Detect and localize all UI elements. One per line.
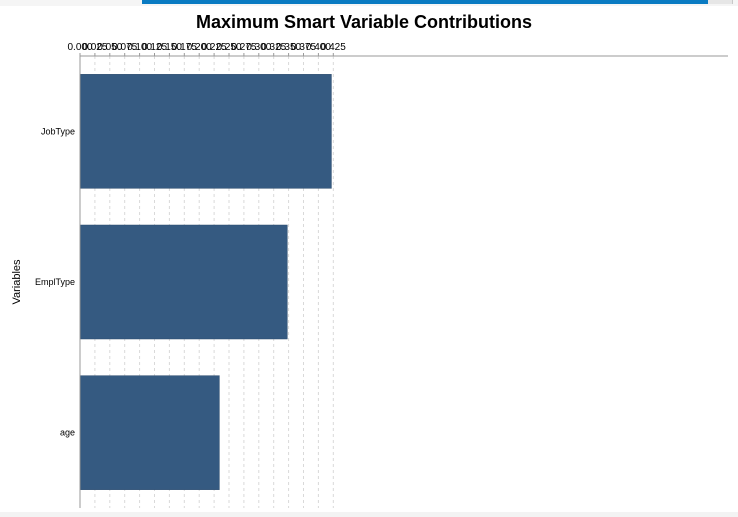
x-tick-label: 0.325 (261, 42, 286, 53)
x-tick-label: 0.250 (216, 42, 241, 53)
bars (80, 74, 332, 490)
x-tick-label: 0.050 (97, 42, 122, 53)
x-tick-label: 0.100 (127, 42, 152, 53)
bottom-strip (0, 512, 738, 517)
bar-age (80, 375, 220, 490)
category-label: EmplType (35, 277, 75, 287)
chart-title: Maximum Smart Variable Contributions (195, 12, 533, 32)
x-tick-label: 0.025 (82, 42, 107, 53)
x-tick-label: 0.225 (202, 42, 227, 53)
x-tick-labels: 0.0000.0250.0500.0750.1000.1250.1500.175… (67, 42, 346, 56)
category-label: JobType (41, 126, 75, 136)
x-tick-label: 0.275 (231, 42, 256, 53)
x-tick-label: 0.400 (306, 42, 331, 53)
x-tick-label: 0.300 (246, 42, 271, 53)
x-tick-label: 0.075 (112, 42, 137, 53)
progress-bar (142, 0, 733, 4)
y-category-labels: JobType EmplType age (35, 126, 75, 437)
y-axis-title: Variables (11, 259, 23, 305)
x-tick-label: 0.375 (291, 42, 316, 53)
category-label: age (60, 428, 75, 438)
x-tick-label: 0.200 (187, 42, 212, 53)
x-tick-label: 0.175 (172, 42, 197, 53)
bar-empltype (80, 224, 288, 340)
x-tick-label: 0.000 (67, 42, 92, 53)
x-tick-label: 0.125 (142, 42, 167, 53)
x-tick-label: 0.150 (157, 42, 182, 53)
x-tick-label: 0.350 (276, 42, 301, 53)
bar-jobtype (80, 74, 332, 189)
progress-fill (142, 0, 709, 4)
x-tick-label: 0.425 (321, 42, 346, 53)
